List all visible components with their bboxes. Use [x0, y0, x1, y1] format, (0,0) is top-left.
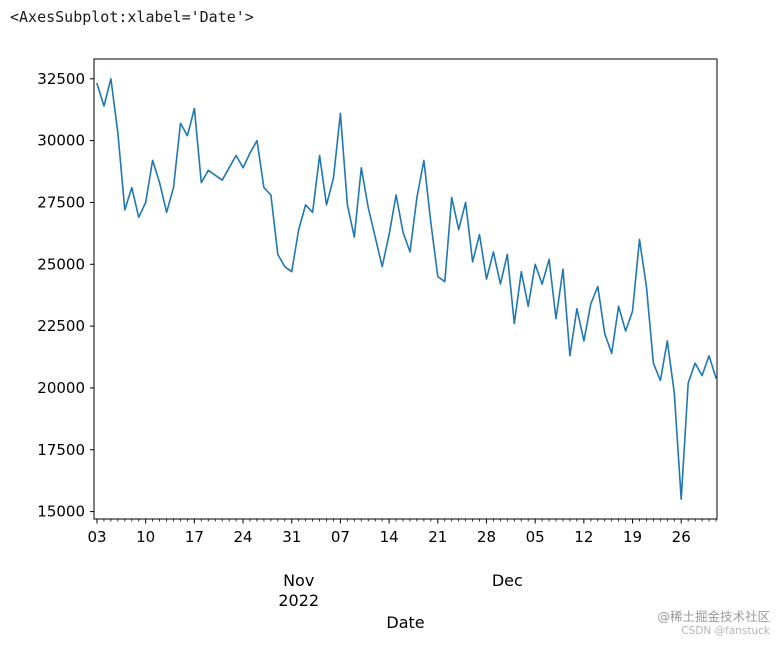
y-tick-label: 30000: [37, 132, 85, 150]
axes-frame: [93, 58, 718, 520]
x-tick-label: 10: [136, 528, 155, 546]
watermark-community: @稀土掘金技术社区: [657, 609, 770, 625]
x-tick-label: 03: [87, 528, 106, 546]
y-tick-label: 27500: [37, 193, 85, 211]
x-minor-ticks: [103, 519, 717, 522]
x-tick-label: 31: [282, 528, 301, 546]
x-tick-label: 05: [526, 528, 545, 546]
year-label: 2022: [278, 591, 319, 610]
x-tick-label: 19: [623, 528, 642, 546]
x-tick-label: 12: [574, 528, 593, 546]
x-tick-label: 28: [477, 528, 496, 546]
y-tick-label: 22500: [37, 317, 85, 335]
y-tick-label: 32500: [37, 70, 85, 88]
y-tick-label: 20000: [37, 379, 85, 397]
axes-repr-text: <AxesSubplot:xlabel='Date'>: [10, 8, 254, 26]
y-tick-label: 15000: [37, 503, 85, 521]
x-tick-label: 07: [331, 528, 350, 546]
watermark: @稀土掘金技术社区 CSDN @fanstuck: [657, 609, 770, 638]
month-label: Nov: [283, 571, 314, 590]
y-tick-label: 17500: [37, 441, 85, 459]
price-line-series: [96, 78, 717, 501]
x-axis: 03 10 17 24 31 07 14 21 28 05 12 19 26: [87, 519, 691, 546]
x-tick-label: 21: [428, 528, 447, 546]
watermark-author: CSDN @fanstuck: [681, 624, 770, 637]
x-tick-label: 17: [185, 528, 204, 546]
y-tick-label: 25000: [37, 255, 85, 273]
x-tick-label: 24: [234, 528, 253, 546]
month-label: Dec: [492, 571, 523, 590]
y-axis: 15000 17500 20000 22500 25000 27500 30000 32500: [37, 70, 94, 521]
x-tick-label: 26: [672, 528, 691, 546]
x-tick-label: 14: [380, 528, 399, 546]
x-axis-title: Date: [386, 613, 424, 632]
